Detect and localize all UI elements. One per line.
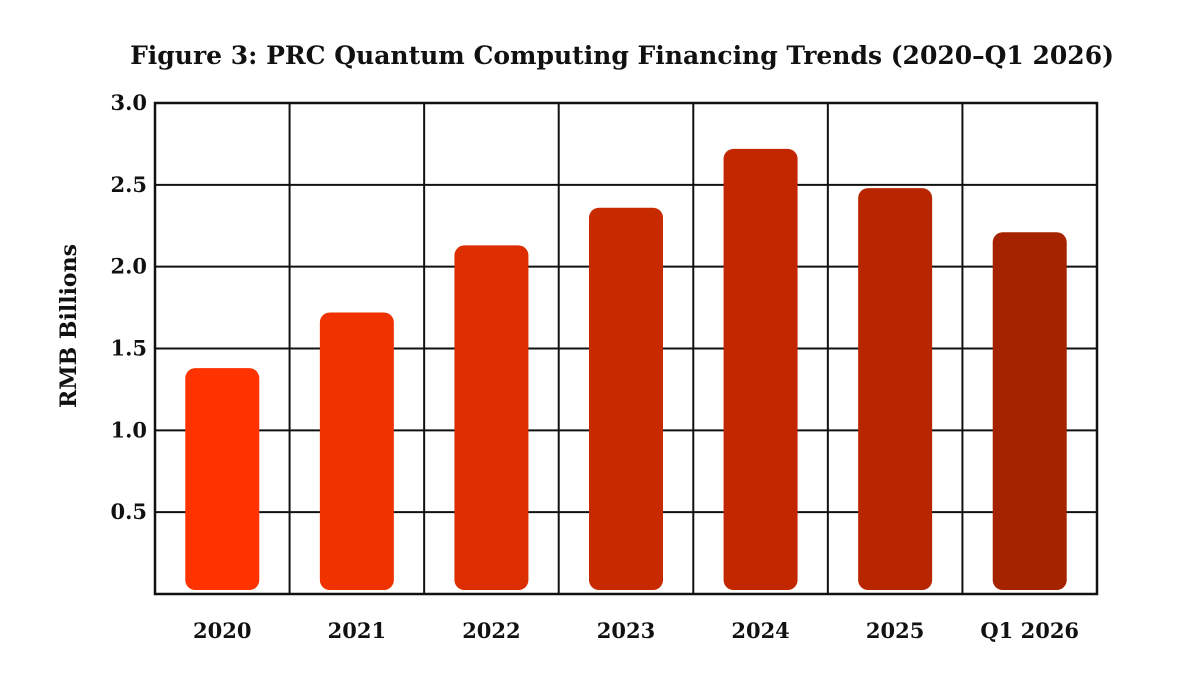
y-tick-label: 1.5 bbox=[110, 336, 147, 361]
x-tick-label: 2022 bbox=[462, 618, 520, 643]
y-tick-label: 0.5 bbox=[110, 499, 147, 524]
y-tick-label: 2.5 bbox=[110, 172, 147, 197]
x-tick-label: 2020 bbox=[193, 618, 251, 643]
x-tick-label: 2024 bbox=[731, 618, 789, 643]
bar-2023 bbox=[589, 207, 663, 590]
chart-title: Figure 3: PRC Quantum Computing Financin… bbox=[130, 41, 1114, 70]
y-axis-title: RMB Billions bbox=[56, 244, 82, 408]
y-axis-ticks: 0.5 1.0 1.5 2.0 2.5 3.0 bbox=[110, 90, 147, 524]
bar-q1-2026 bbox=[992, 232, 1067, 590]
x-tick-label: Q1 2026 bbox=[980, 618, 1079, 643]
bar-2025 bbox=[858, 188, 933, 590]
x-axis-ticks: 2020 2021 2022 2023 2024 2025 Q1 2026 bbox=[193, 618, 1079, 643]
plot-frame bbox=[153, 101, 1099, 596]
y-tick-label: 1.0 bbox=[110, 417, 147, 442]
bar-2020 bbox=[185, 368, 260, 590]
x-tick-label: 2021 bbox=[328, 618, 386, 643]
y-tick-label: 2.0 bbox=[110, 254, 147, 279]
bar-2021 bbox=[319, 312, 394, 590]
x-tick-label: 2025 bbox=[866, 618, 924, 643]
bars bbox=[185, 148, 1067, 590]
y-tick-label: 3.0 bbox=[110, 90, 147, 115]
x-tick-label: 2023 bbox=[597, 618, 655, 643]
bar-2024 bbox=[723, 148, 798, 590]
bar-2022 bbox=[454, 245, 529, 590]
